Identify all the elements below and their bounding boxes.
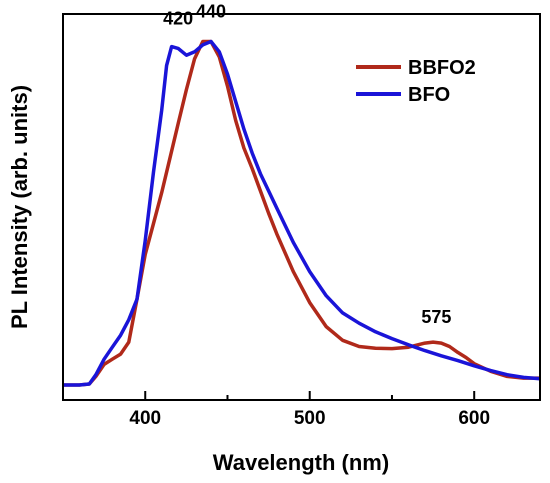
- x-tick-label: 400: [129, 408, 161, 429]
- series-line-bbfo2: [63, 39, 540, 387]
- peak-annotations: 420 440 575: [163, 1, 451, 327]
- y-axis-title: PL Intensity (arb. units): [7, 85, 32, 329]
- x-tick-label: 500: [294, 408, 326, 429]
- peak-label-575: 575: [421, 307, 451, 327]
- legend-label-bbfo2: BBFO2: [408, 57, 476, 79]
- x-ticks: 400 500 600: [62, 391, 490, 429]
- peak-label-440: 440: [196, 1, 226, 21]
- series-line-bfo: [63, 39, 541, 387]
- legend-label-bfo: BFO: [408, 84, 450, 106]
- x-axis-title: Wavelength (nm): [213, 450, 389, 475]
- plot-frame: [62, 13, 541, 401]
- x-tick-label: 600: [458, 408, 490, 429]
- legend: BBFO2 BFO: [356, 57, 476, 106]
- series-layer: [63, 39, 541, 387]
- peak-label-420: 420: [163, 8, 193, 28]
